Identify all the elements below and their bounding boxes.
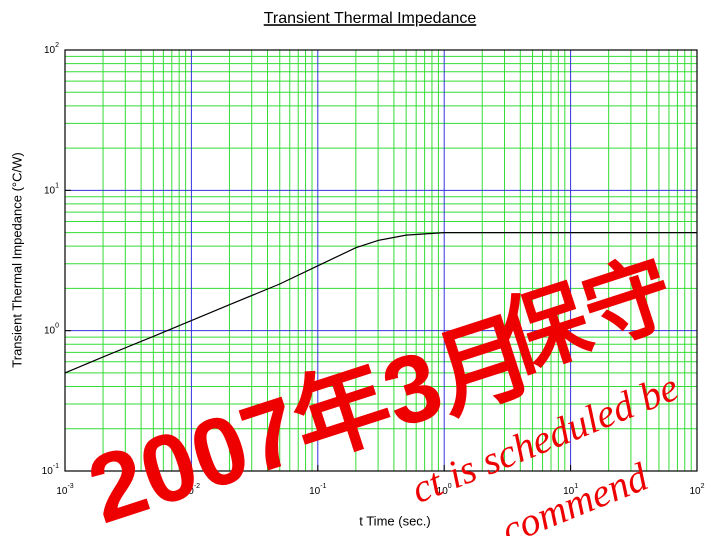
- tick-exponent: -2: [194, 483, 200, 490]
- tick-exponent: 2: [701, 483, 705, 490]
- tick-label: 102: [44, 42, 59, 56]
- tick-exponent: 1: [574, 483, 578, 490]
- tick-exponent: -3: [67, 483, 73, 490]
- tick-base: 10: [44, 45, 56, 56]
- tick-base: 10: [689, 486, 701, 497]
- tick-label: 101: [44, 182, 59, 196]
- tick-exponent: 0: [55, 323, 59, 330]
- tick-base: 10: [309, 486, 321, 497]
- tick-label: 100: [437, 483, 452, 497]
- tick-base: 10: [437, 486, 449, 497]
- line-series: [64, 232, 697, 374]
- tick-label: 101: [563, 483, 578, 497]
- tick-base: 10: [44, 325, 56, 336]
- tick-base: 10: [56, 486, 68, 497]
- y-axis-title: Transient Thermal Impedance (°C/W): [9, 152, 24, 367]
- tick-exponent: 0: [448, 483, 452, 490]
- x-axis-title: t Time (sec.): [359, 513, 431, 528]
- tick-label: 10-2: [183, 483, 200, 497]
- tick-exponent: -1: [320, 483, 326, 490]
- plot-background: [65, 50, 697, 471]
- tick-exponent: 1: [55, 182, 59, 189]
- tick-base: 10: [563, 486, 575, 497]
- tick-label: 10-1: [309, 483, 326, 497]
- tick-label: 102: [689, 483, 704, 497]
- tick-label: 10-1: [42, 463, 59, 477]
- tick-label: 10-3: [56, 483, 73, 497]
- chart-title: Transient Thermal Impedance: [264, 10, 477, 27]
- tick-base: 10: [44, 185, 56, 196]
- tick-base: 10: [42, 466, 54, 477]
- tick-exponent: -1: [53, 463, 59, 470]
- plot-frame: [64, 49, 698, 472]
- tick-exponent: 2: [55, 42, 59, 49]
- tick-base: 10: [183, 486, 195, 497]
- tick-label: 100: [44, 323, 59, 337]
